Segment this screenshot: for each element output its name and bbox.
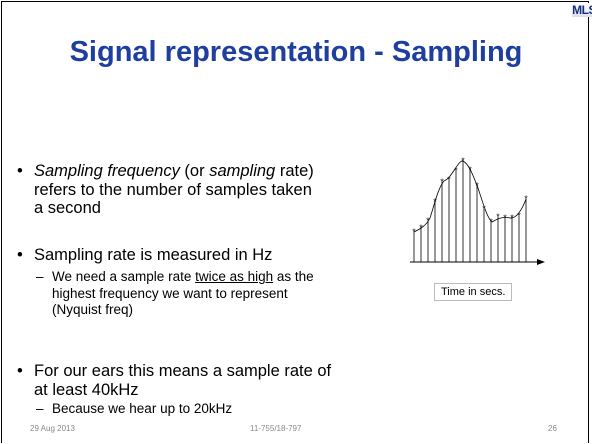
svg-text:*: *	[419, 223, 423, 233]
figure-caption: Time in secs.	[434, 283, 513, 301]
sub-bullet: We need a sample rate twice as high as t…	[36, 269, 317, 319]
bullet-text: Sampling rate is measured in Hz	[34, 246, 273, 264]
footer-page: 26	[548, 424, 557, 433]
svg-text:*: *	[412, 227, 416, 237]
bullet: For our ears this means a sample rate of…	[17, 362, 334, 399]
svg-text:*: *	[503, 213, 507, 223]
svg-text:*: *	[447, 175, 451, 185]
bullet-text: We need a sample rate	[52, 269, 196, 284]
logo: MLS	[572, 3, 592, 17]
bullet: Sampling rate is measured in Hz	[17, 246, 334, 265]
signal-curve	[413, 160, 527, 233]
bullet-text: Sampling frequency	[34, 162, 180, 180]
svg-text:*: *	[426, 216, 430, 226]
svg-text:*: *	[433, 197, 437, 207]
bullet-text: sampling	[209, 162, 276, 180]
bullet-text: Because we hear up to 20kHz	[52, 401, 233, 416]
svg-text:*: *	[475, 181, 479, 191]
svg-text:*: *	[524, 194, 528, 204]
bullet-text: rate) refers to the number of samples ta…	[34, 162, 314, 217]
sample-stems	[413, 161, 527, 262]
svg-text:*: *	[454, 166, 458, 176]
bullet-text: twice as high	[195, 269, 274, 284]
axis-arrow	[537, 259, 545, 265]
bullet-text: (or	[179, 162, 210, 180]
svg-text:*: *	[440, 177, 444, 187]
footer-course: 11-755/18-797	[250, 424, 302, 433]
sub-bullet: Because we hear up to 20kHz	[36, 401, 352, 418]
sample-markers: * **** ******* * * * **	[412, 156, 528, 237]
svg-text:*: *	[489, 217, 493, 227]
svg-text:*: *	[496, 212, 500, 222]
svg-text:*: *	[510, 213, 514, 223]
footer-date: 29 Aug 2013	[30, 424, 75, 433]
bullet-text: For our ears this means a sample rate of…	[34, 362, 332, 399]
bullet: Sampling frequency (or sampling rate) re…	[17, 162, 324, 218]
bullet-text: as the highest frequency we want to repr…	[52, 269, 314, 317]
svg-text:*: *	[517, 211, 521, 221]
slide-title: Signal representation - Sampling	[69, 36, 523, 68]
svg-text:*: *	[482, 204, 486, 214]
svg-text:*: *	[468, 165, 472, 175]
svg-text:*: *	[461, 156, 465, 166]
